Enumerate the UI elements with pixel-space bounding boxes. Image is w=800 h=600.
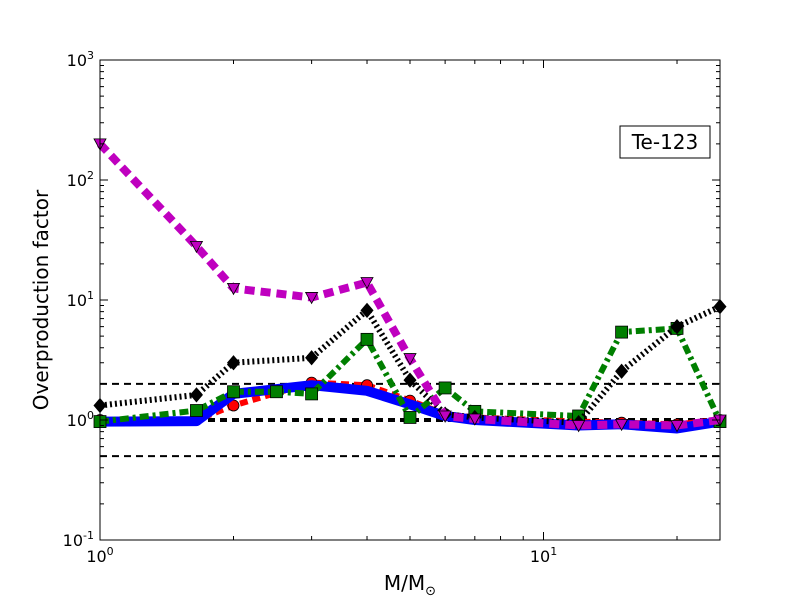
x-tick-label: 101 [530,545,557,566]
data-point [270,385,283,399]
data-point [190,404,203,417]
data-point [226,282,241,296]
series-line [99,303,722,426]
data-point [360,302,374,318]
y-tick-label: 10-1 [63,529,94,550]
y-axis-label: Overproduction factor [29,189,53,410]
y-tick-label: 103 [67,49,94,70]
data-point [670,319,684,335]
data-point [403,353,417,366]
data-point [468,413,482,426]
y-tick-label: 100 [67,409,94,430]
data-point [189,387,203,403]
data-point [615,363,629,379]
data-point [438,381,452,395]
data-point [571,420,586,433]
x-tick-label: 100 [86,545,113,566]
data-point [305,350,319,366]
annotation-text: Te-123 [631,130,699,154]
y-tick-label: 101 [67,289,94,310]
data-point [304,292,319,305]
x-axis-label-main: M/M [384,571,425,595]
x-axis-label: M/M⊙ [384,571,436,599]
x-axis-label-subscript: ⊙ [425,584,436,599]
data-point [403,372,417,388]
data-point [403,411,417,424]
data-point [614,418,629,432]
annotation-frame [619,125,711,159]
data-point [305,387,319,401]
data-point [438,410,452,423]
annotation-box: Te-123 [619,125,711,159]
data-point [189,240,204,254]
data-point [615,325,629,339]
series-line [97,141,721,430]
data-point [360,277,374,290]
series-4 [93,138,727,433]
y-tick-label: 102 [67,169,94,190]
data-point [226,355,241,371]
series-layer [93,138,727,434]
data-point [360,332,374,346]
data-point [670,420,684,433]
data-point [227,385,240,399]
